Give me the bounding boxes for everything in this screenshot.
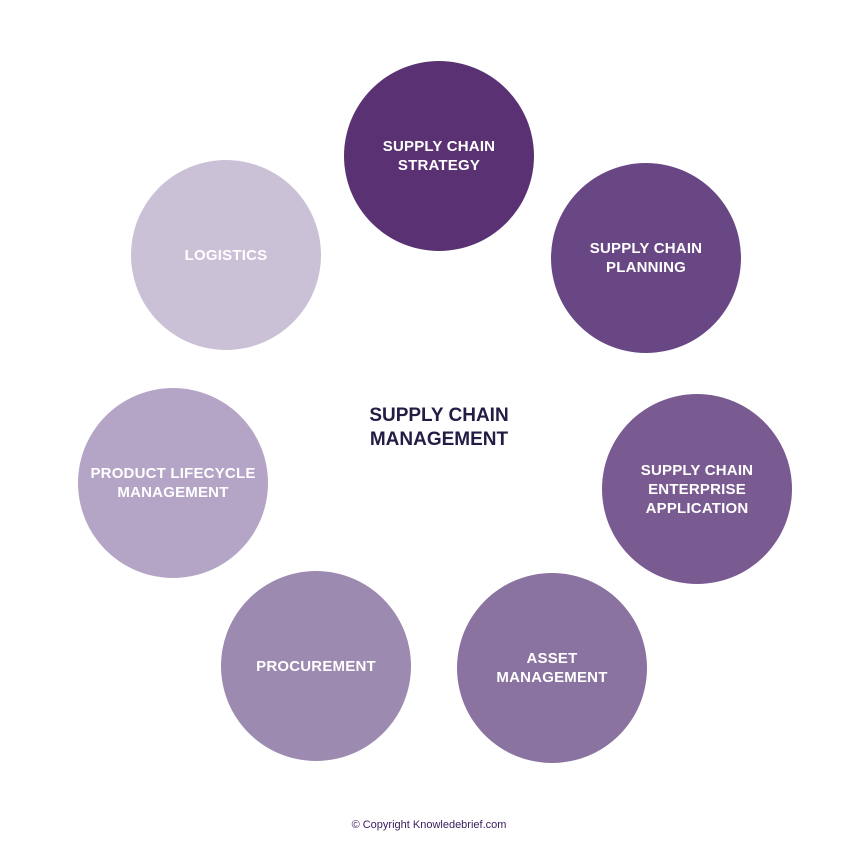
center-title: SUPPLY CHAIN MANAGEMENT [369,405,509,450]
copyright-text: © Copyright Knowledebrief.com [351,819,507,831]
node-procurement: PROCUREMENT [221,571,411,761]
node-supply-chain-enterprise-application: SUPPLY CHAIN ENTERPRISE APPLICATION [602,394,792,584]
node-label: LOGISTICS [184,246,268,264]
node-product-lifecycle-management: PRODUCT LIFECYCLE MANAGEMENT [78,388,268,578]
node-label: SUPPLY CHAIN ENTERPRISE APPLICATION [640,461,754,517]
node-logistics: LOGISTICS [131,160,321,350]
node-label: ASSET MANAGEMENT [496,650,608,686]
node-asset-management: ASSET MANAGEMENT [457,573,647,763]
node-supply-chain-strategy: SUPPLY CHAIN STRATEGY [344,61,534,251]
node-label: PROCUREMENT [256,657,376,675]
node-label: PRODUCT LIFECYCLE MANAGEMENT [90,465,256,501]
node-supply-chain-planning: SUPPLY CHAIN PLANNING [551,163,741,353]
node-label: SUPPLY CHAIN PLANNING [589,240,703,276]
node-label: SUPPLY CHAIN STRATEGY [382,138,496,174]
